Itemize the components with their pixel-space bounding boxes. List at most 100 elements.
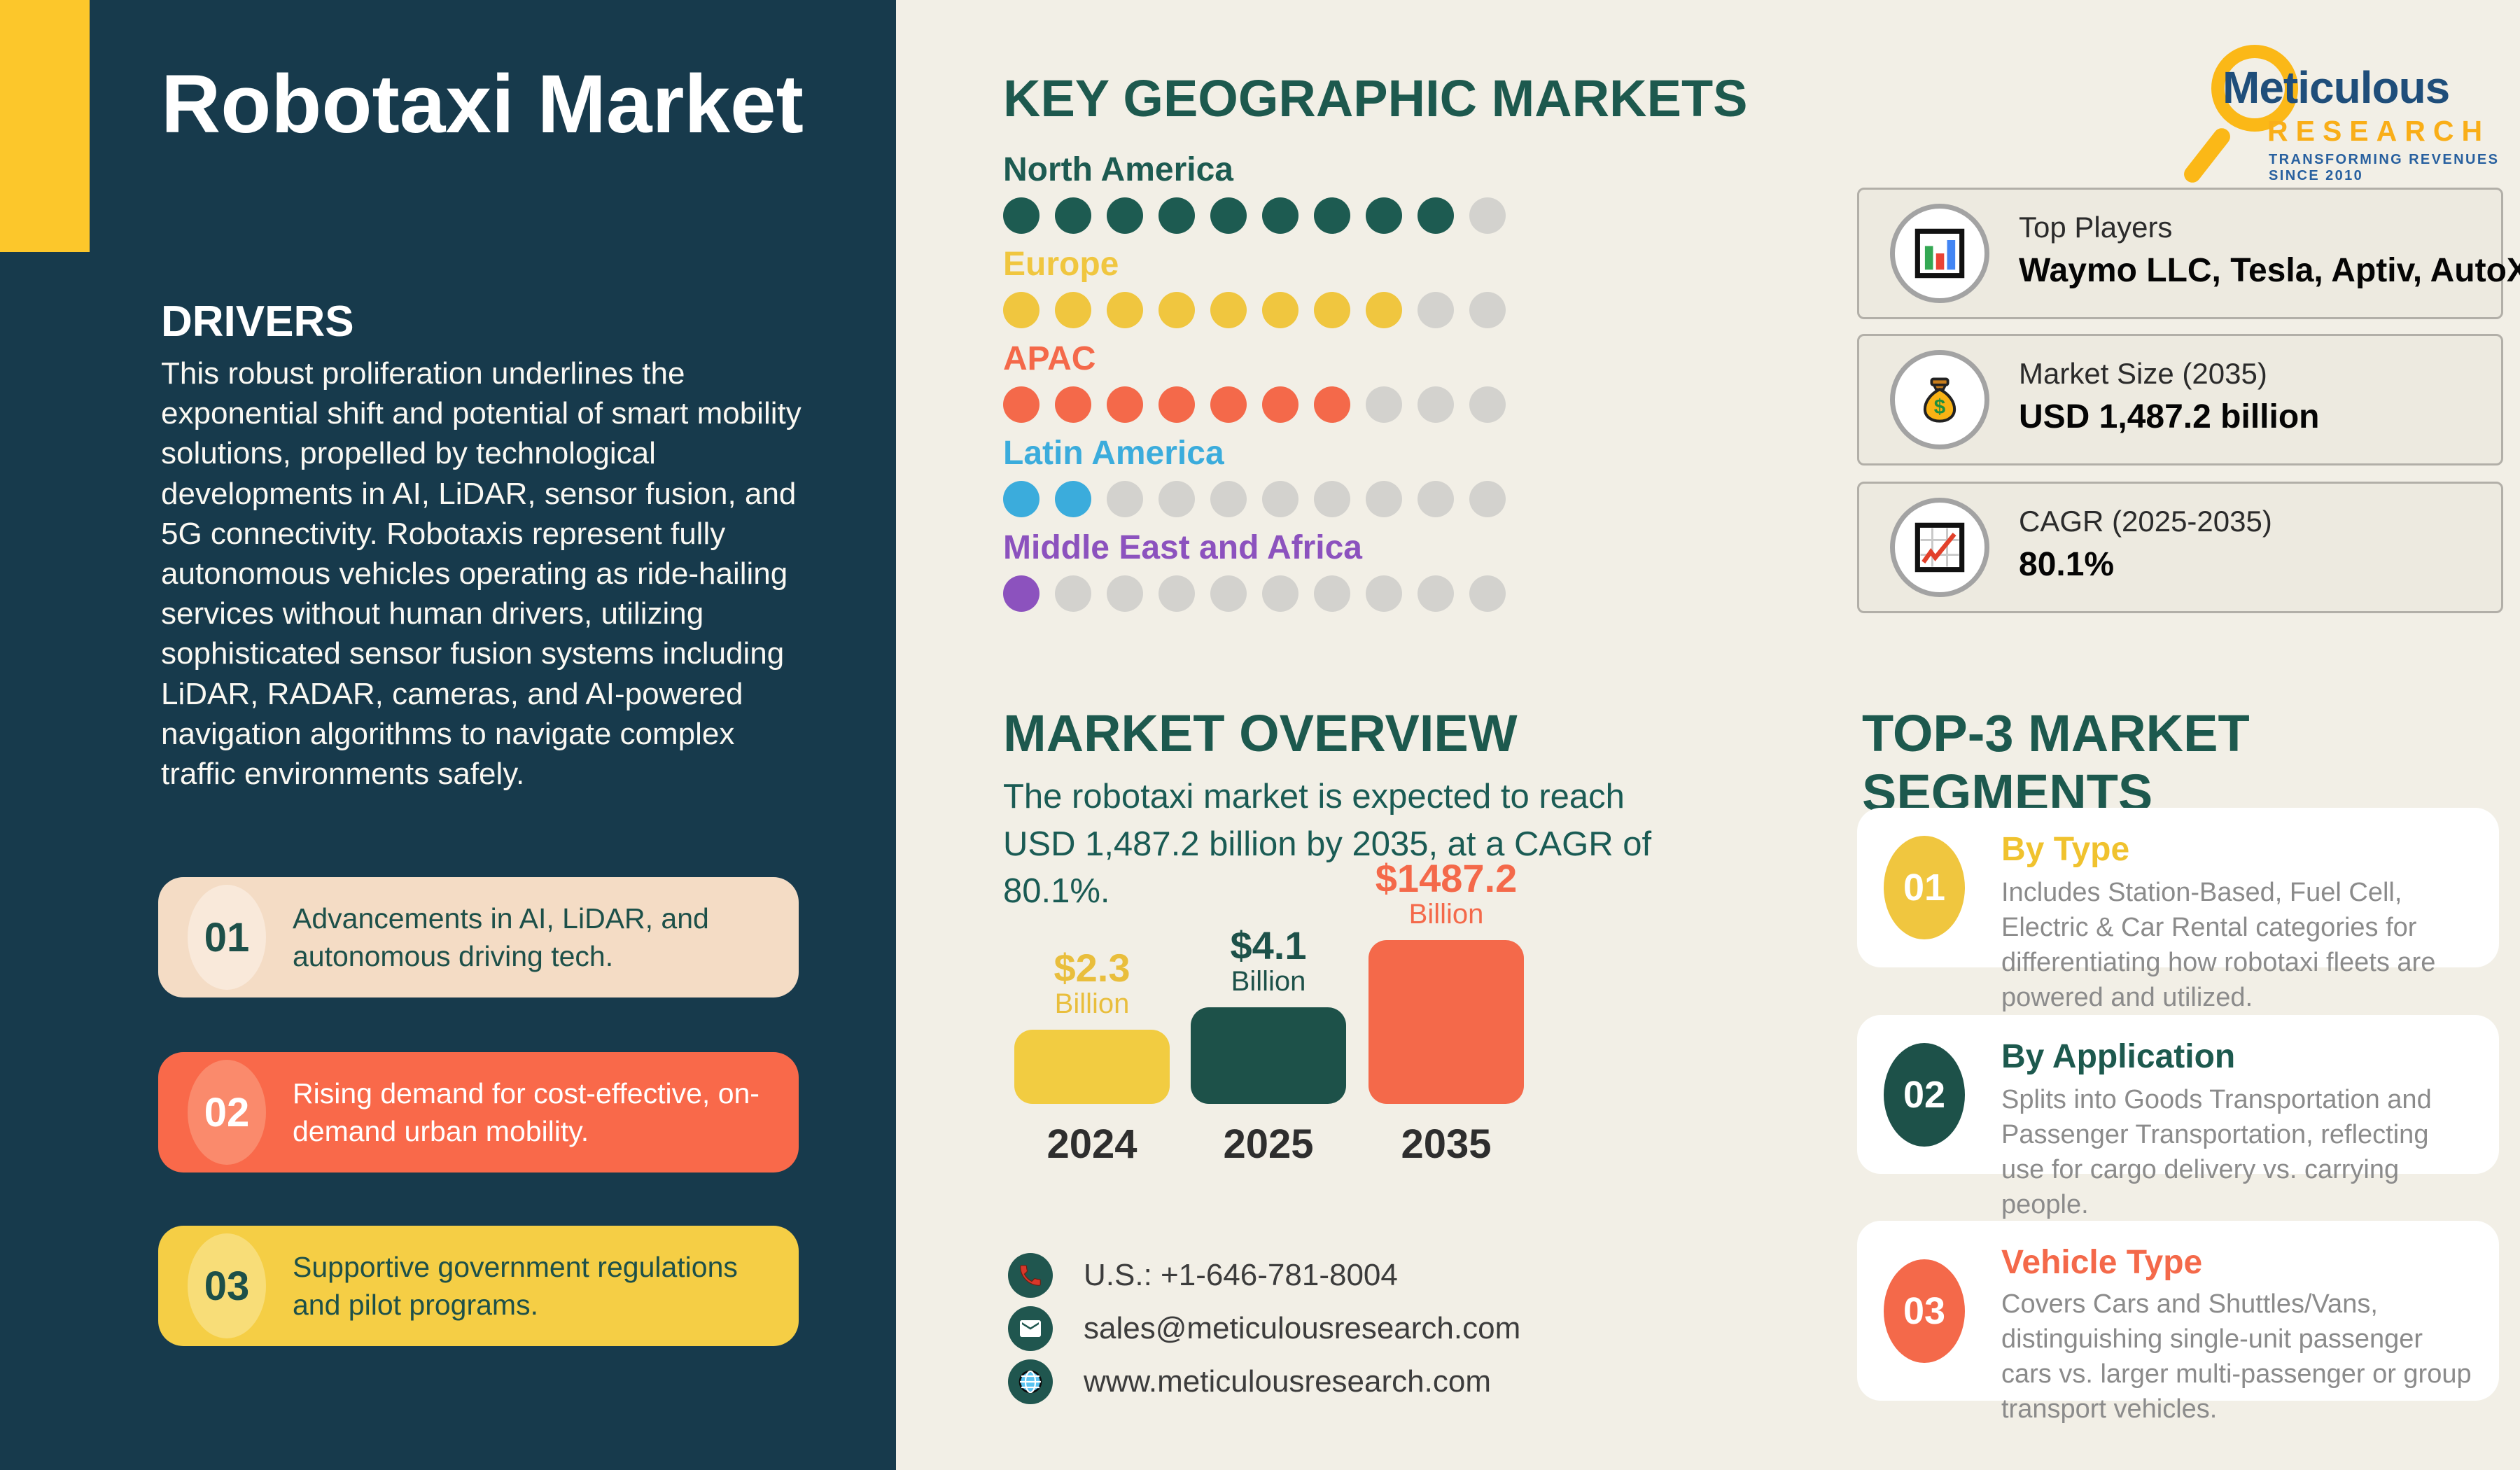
stat-card-market-size: $ Market Size (2035) USD 1,487.2 billion [1857,334,2503,465]
dot-filled [1107,386,1143,423]
bar-year-2024: 2024 [1046,1121,1138,1167]
bar-2025 [1191,1007,1346,1104]
stat-value: Waymo LLC, Tesla, Aptiv, AutoX [2019,252,2520,289]
dot-filled [1210,197,1247,234]
geo-row-latin-america: Latin America [1003,434,1506,517]
globe-icon [1008,1359,1053,1404]
email-icon [1008,1306,1053,1351]
segment-title: By Application [2001,1038,2236,1075]
stat-card-top-players: Top Players Waymo LLC, Tesla, Aptiv, Aut… [1857,188,2520,319]
region-label: North America [1003,151,1233,188]
driver-card-text: Supportive government regulations and pi… [293,1250,738,1321]
dot-filled [1107,197,1143,234]
dot-empty [1418,386,1454,423]
segment-number-badge: 03 [1884,1259,1965,1363]
stat-value: 80.1% [2019,546,2115,583]
logo-word-meticulous: Meticulous [2222,62,2450,113]
bar-2035 [1368,940,1524,1104]
magnifier-handle [2180,125,2234,186]
geo-row-apac: APAC [1003,340,1506,423]
dot-empty [1469,481,1506,517]
dot-empty [1366,386,1402,423]
stat-value: USD 1,487.2 billion [2019,398,2320,435]
dot-empty [1314,575,1350,612]
dot-filled [1003,575,1040,612]
dot-empty [1158,575,1195,612]
driver-card-1: 01 Advancements in AI, LiDAR, and autono… [158,877,799,997]
phone-icon [1008,1253,1053,1298]
dot-filled [1210,386,1247,423]
region-dot-rating [1003,481,1506,517]
dot-filled [1055,197,1091,234]
region-label: APAC [1003,340,1096,377]
dot-empty [1262,575,1298,612]
segment-number-badge: 01 [1884,836,1965,939]
dot-empty [1469,575,1506,612]
yellow-accent-block [0,0,90,252]
dot-empty [1158,481,1195,517]
bar-value-label-2024: $2.3 Billion [1054,946,1130,1019]
stat-label: Market Size (2035) [2019,357,2267,390]
dot-filled [1003,386,1040,423]
money-bag-icon: $ [1890,350,1989,449]
driver-card-text: Advancements in AI, LiDAR, and autonomou… [293,902,709,972]
dot-filled [1262,197,1298,234]
dot-empty [1055,575,1091,612]
logo-tagline: TRANSFORMING REVENUES SINCE 2010 [2269,152,2500,183]
region-label: Latin America [1003,435,1224,472]
dot-filled [1158,386,1195,423]
region-label: Middle East and Africa [1003,529,1362,566]
dot-filled [1210,292,1247,328]
meticulous-research-logo: Meticulous RESEARCH TRANSFORMING REVENUE… [2180,45,2516,186]
segments-heading: TOP-3 MARKET SEGMENTS [1862,704,2250,822]
driver-card-2: 02 Rising demand for cost-effective, on-… [158,1052,799,1172]
logo-word-research: RESEARCH [2267,115,2491,147]
drivers-paragraph: This robust proliferation underlines the… [161,356,802,791]
segment-text: Splits into Goods Transportation and Pas… [2001,1085,2432,1220]
dot-filled [1003,197,1040,234]
dot-filled [1262,292,1298,328]
dot-filled [1418,197,1454,234]
region-label: Europe [1003,246,1119,283]
region-dot-rating [1003,386,1506,423]
segment-card-by-type: 01 By Type Includes Station-Based, Fuel … [1857,808,2499,1012]
bar-2024 [1014,1030,1170,1104]
geo-row-europe: Europe [1003,245,1506,328]
dot-empty [1366,575,1402,612]
contact-block: U.S.: +1-646-781-8004 sales@meticulousre… [1008,1253,1520,1404]
driver-number-badge: 02 [188,1060,266,1165]
contact-row-phone: U.S.: +1-646-781-8004 [1008,1253,1520,1298]
geo-markets-heading: KEY GEOGRAPHIC MARKETS [1003,69,1748,127]
dot-filled [1158,197,1195,234]
dot-empty [1418,292,1454,328]
dot-empty [1107,481,1143,517]
dot-empty [1418,575,1454,612]
dot-filled [1262,386,1298,423]
dot-filled [1366,292,1402,328]
sidebar: Robotaxi Market DRIVERS This robust prol… [0,0,896,1470]
dot-filled [1055,292,1091,328]
bar-value-label-2035: $1487.2 Billion [1375,856,1518,930]
segment-card-vehicle-type: 03 Vehicle Type Covers Cars and Shuttles… [1857,1221,2499,1424]
driver-number-badge: 01 [188,885,266,990]
svg-text:$: $ [1934,396,1946,419]
dot-empty [1262,481,1298,517]
segment-text: Covers Cars and Shuttles/Vans, distingui… [2001,1289,2472,1424]
geo-row-middle-east-africa: Middle East and Africa [1003,528,1506,612]
segment-title: Vehicle Type [2001,1244,2203,1281]
dot-filled [1158,292,1195,328]
dot-filled [1055,386,1091,423]
dot-empty [1469,292,1506,328]
stat-label: Top Players [2019,211,2173,244]
geo-row-north-america: North America [1003,150,1506,234]
dot-filled [1003,292,1040,328]
dot-filled [1107,292,1143,328]
market-bar-chart: $2.3 Billion 2024 $4.1 Billion 2025 $148… [1003,798,1556,1176]
segment-title: By Type [2001,831,2130,868]
segment-number-badge: 02 [1884,1042,1965,1147]
driver-card-3: 03 Supportive government regulations and… [158,1226,799,1346]
dot-empty [1107,575,1143,612]
market-overview-heading: MARKET OVERVIEW [1003,704,1518,762]
contact-row-email: sales@meticulousresearch.com [1008,1306,1520,1351]
segment-card-by-application: 02 By Application Splits into Goods Tran… [1857,1015,2499,1219]
